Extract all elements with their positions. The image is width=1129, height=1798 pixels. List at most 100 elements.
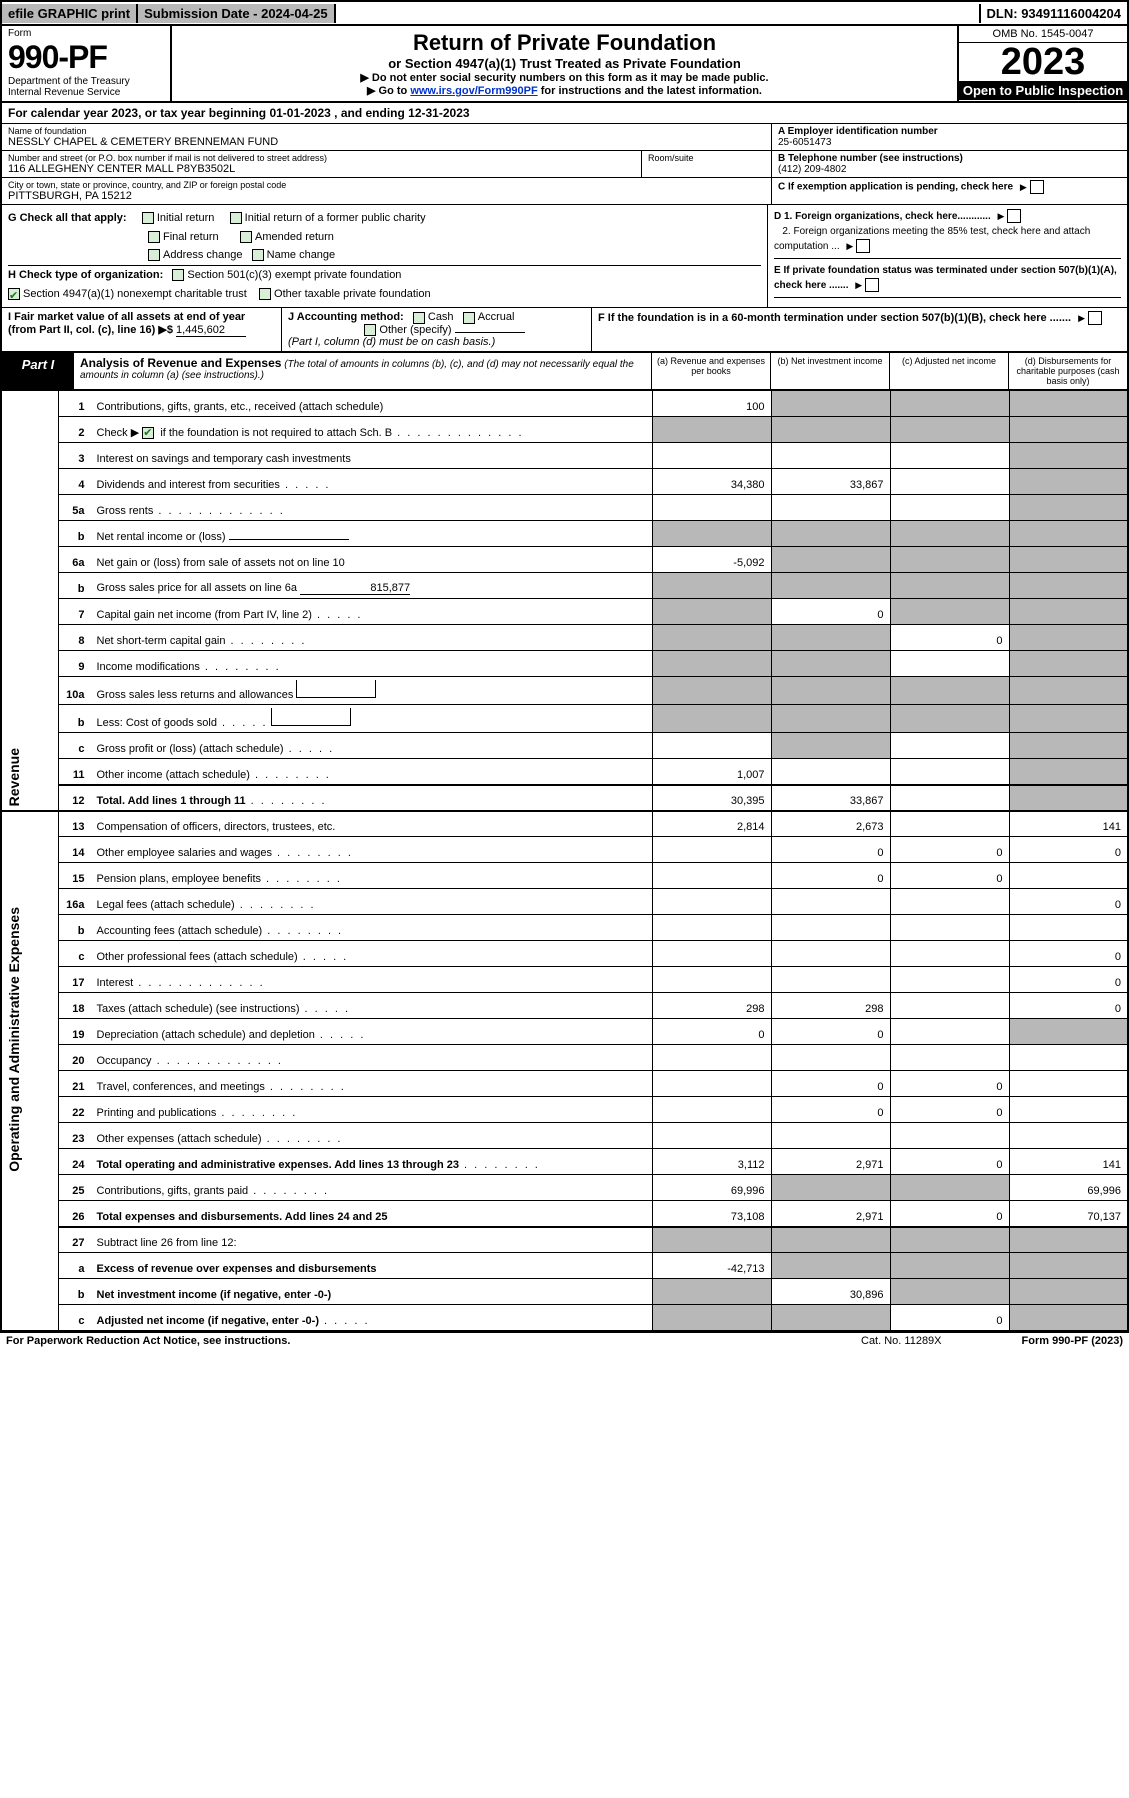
line-val-b: 0 — [771, 1097, 890, 1123]
line-desc: Travel, conferences, and meetings — [93, 1071, 653, 1097]
form-number: 990-PF — [8, 39, 164, 76]
addr-change-label: Address change — [163, 249, 243, 261]
line-val-b: 2,673 — [771, 811, 890, 837]
final-return-checkbox[interactable] — [148, 231, 160, 243]
line-val-b: 298 — [771, 993, 890, 1019]
irs: Internal Revenue Service — [8, 87, 164, 98]
line-desc: Depreciation (attach schedule) and deple… — [93, 1019, 653, 1045]
d2-checkbox[interactable] — [856, 239, 870, 253]
line-val-d: 141 — [1009, 811, 1128, 837]
line-desc: Less: Cost of goods sold — [93, 705, 653, 733]
line-desc: Legal fees (attach schedule) — [93, 889, 653, 915]
initial-former-label: Initial return of a former public charit… — [245, 212, 426, 224]
line-val-a: 69,996 — [652, 1175, 771, 1201]
part1-title: Analysis of Revenue and Expenses — [80, 356, 281, 370]
line-val-d: 141 — [1009, 1149, 1128, 1175]
open-inspection: Open to Public Inspection — [959, 81, 1127, 100]
line-val-b: 0 — [771, 599, 890, 625]
line-desc: Occupancy — [93, 1045, 653, 1071]
form-link[interactable]: www.irs.gov/Form990PF — [410, 85, 537, 97]
amended-checkbox[interactable] — [240, 231, 252, 243]
e-checkbox[interactable] — [865, 278, 879, 292]
line-num: 9 — [59, 651, 93, 677]
line-num: 20 — [59, 1045, 93, 1071]
gross-sales-val: 815,877 — [300, 582, 410, 595]
line-val-a: 73,108 — [652, 1201, 771, 1227]
line-val-b: 0 — [771, 1019, 890, 1045]
line-num: 7 — [59, 599, 93, 625]
initial-former-checkbox[interactable] — [230, 212, 242, 224]
fmv-row: I Fair market value of all assets at end… — [0, 308, 1129, 352]
line-desc: Other expenses (attach schedule) — [93, 1123, 653, 1149]
accrual-checkbox[interactable] — [463, 312, 475, 324]
line-num: a — [59, 1253, 93, 1279]
line-val-a: 100 — [652, 391, 771, 417]
line-num: b — [59, 1279, 93, 1305]
line-num: 4 — [59, 469, 93, 495]
line-desc: Contributions, gifts, grants, etc., rece… — [93, 391, 653, 417]
f-checkbox[interactable] — [1088, 311, 1102, 325]
line-num: c — [59, 733, 93, 759]
line-val-b: 0 — [771, 863, 890, 889]
line-num: 24 — [59, 1149, 93, 1175]
line-num: 5a — [59, 495, 93, 521]
f-label: F If the foundation is in a 60-month ter… — [598, 312, 1071, 324]
line-num: 14 — [59, 837, 93, 863]
line-num: 10a — [59, 677, 93, 705]
line-num: 27 — [59, 1227, 93, 1253]
line-desc: Dividends and interest from securities — [93, 469, 653, 495]
line-desc: Capital gain net income (from Part IV, l… — [93, 599, 653, 625]
e-label: E If private foundation status was termi… — [774, 265, 1117, 291]
exemption-checkbox[interactable] — [1030, 180, 1044, 194]
cash-checkbox[interactable] — [413, 312, 425, 324]
line-num: 18 — [59, 993, 93, 1019]
h-label: H Check type of organization: — [8, 269, 163, 281]
line-desc: Net gain or (loss) from sale of assets n… — [93, 547, 653, 573]
tax-year: 2023 — [959, 43, 1127, 81]
line-val-a: 30,395 — [652, 785, 771, 811]
line-desc: Net short-term capital gain — [93, 625, 653, 651]
line-val-a: -5,092 — [652, 547, 771, 573]
schb-checkbox[interactable] — [142, 427, 154, 439]
4947-checkbox[interactable] — [8, 288, 20, 300]
exemption-label: C If exemption application is pending, c… — [778, 182, 1013, 193]
line-val-d: 69,996 — [1009, 1175, 1128, 1201]
line-num: b — [59, 915, 93, 941]
line-desc: Gross profit or (loss) (attach schedule) — [93, 733, 653, 759]
other-method-checkbox[interactable] — [364, 324, 376, 336]
initial-return-checkbox[interactable] — [142, 212, 154, 224]
address: 116 ALLEGHENY CENTER MALL P8YB3502L — [8, 163, 635, 175]
name-change-checkbox[interactable] — [252, 249, 264, 261]
line-val-d — [1009, 391, 1128, 417]
line-num: 6a — [59, 547, 93, 573]
cat-no: Cat. No. 11289X — [861, 1335, 942, 1347]
arrow-icon — [851, 280, 862, 291]
d1-checkbox[interactable] — [1007, 209, 1021, 223]
line-num: 16a — [59, 889, 93, 915]
addr-change-checkbox[interactable] — [148, 249, 160, 261]
line-val-b — [771, 391, 890, 417]
cash-label: Cash — [428, 311, 454, 323]
line-desc: Other employee salaries and wages — [93, 837, 653, 863]
line-val-b: 33,867 — [771, 469, 890, 495]
line-desc: Total. Add lines 1 through 11 — [93, 785, 653, 811]
part1-header: Part I Analysis of Revenue and Expenses … — [0, 353, 1129, 391]
other-taxable-checkbox[interactable] — [259, 288, 271, 300]
arrow-icon — [1016, 182, 1027, 193]
revenue-side-label: Revenue — [6, 748, 22, 806]
line-num: b — [59, 705, 93, 733]
line-desc: Other income (attach schedule) — [93, 759, 653, 785]
efile-label[interactable]: efile GRAPHIC print — [2, 4, 138, 23]
col-b-header: (b) Net investment income — [770, 353, 889, 389]
arrow-icon — [842, 241, 853, 252]
line-desc: Net investment income (if negative, ente… — [93, 1279, 653, 1305]
form-word: Form — [8, 28, 164, 39]
cash-basis-note: (Part I, column (d) must be on cash basi… — [288, 336, 495, 348]
foundation-name: NESSLY CHAPEL & CEMETERY BRENNEMAN FUND — [8, 136, 765, 148]
amended-label: Amended return — [255, 231, 334, 243]
line-num: 8 — [59, 625, 93, 651]
line-val-a: 34,380 — [652, 469, 771, 495]
line-val-c — [890, 391, 1009, 417]
501c3-checkbox[interactable] — [172, 269, 184, 281]
line-val-c: 0 — [890, 1305, 1009, 1331]
